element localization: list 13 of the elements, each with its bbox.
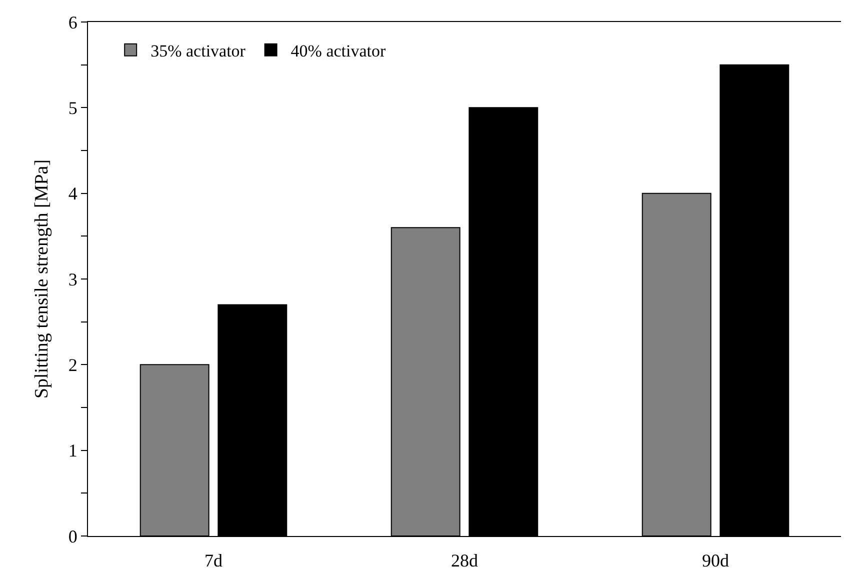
- legend-label: 35% activator: [150, 41, 246, 60]
- x-tick-label: 28d: [451, 550, 478, 571]
- y-tick-label: 3: [68, 269, 78, 290]
- y-tick-label: 5: [68, 98, 78, 118]
- legend-label: 40% activator: [290, 41, 386, 60]
- y-tick-label: 4: [68, 184, 78, 204]
- y-tick-label: 6: [68, 12, 78, 32]
- y-tick-label: 2: [68, 354, 78, 375]
- y-tick-label: 0: [68, 526, 78, 546]
- y-axis-title: Splitting tensile strength [MPa]: [31, 159, 52, 399]
- y-tick-label: 1: [68, 440, 78, 461]
- x-tick-label: 7d: [204, 550, 222, 571]
- x-tick-label: 90d: [702, 550, 729, 571]
